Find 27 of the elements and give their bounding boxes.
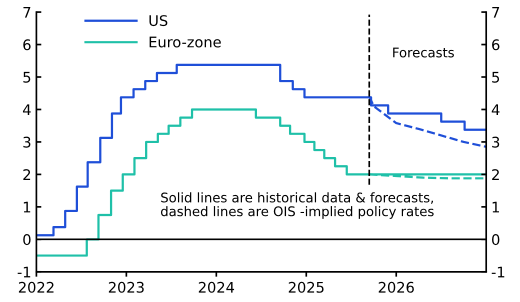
annotation: Solid lines are historical data & forecasts, dashed lines are OIS -implied policy rates — [161, 192, 434, 219]
y2-tick-label: 5 — [492, 72, 500, 83]
y-tick-label: 3 — [23, 136, 30, 148]
y-tick-label: 5 — [23, 72, 30, 83]
y2-tick-label: 0 — [492, 234, 500, 246]
y2-tick-label: 1 — [492, 202, 499, 212]
annotation: Forecasts — [393, 48, 454, 58]
y2-tick-label: 7 — [492, 6, 500, 18]
y-tick-label: 4 — [22, 104, 31, 116]
x-tick-label: 2024 — [198, 282, 234, 293]
y2-tick-label: 6 — [492, 39, 500, 50]
y-tick-label: 0 — [23, 234, 31, 246]
y2-tick-label: 2 — [492, 169, 499, 180]
y2-tick-label: 3 — [492, 136, 500, 148]
legend-label: Euro-zone — [150, 36, 221, 48]
y-tick-label: 1 — [24, 202, 30, 212]
y2-tick-label: -1 — [492, 266, 504, 278]
x-tick-label: 2022 — [18, 282, 54, 293]
y-tick-label: 7 — [23, 6, 30, 18]
y2-tick-label: 4 — [492, 104, 500, 116]
y-tick-label: 2 — [23, 169, 30, 180]
x-tick-label: 2023 — [108, 282, 144, 293]
y-tick-label: 6 — [23, 39, 31, 50]
y-tick-label: -1 — [18, 266, 30, 278]
legend-label: US — [149, 15, 168, 26]
x-tick-label: 2026 — [378, 282, 414, 293]
x-tick-label: 2025 — [288, 282, 324, 293]
